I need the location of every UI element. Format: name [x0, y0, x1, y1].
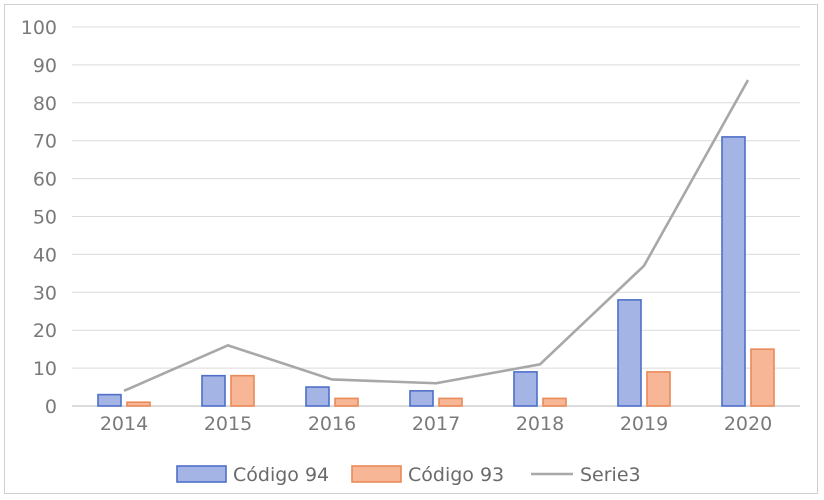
x-tick-label: 2017	[412, 413, 460, 435]
legend: Código 94 Código 93 Serie3	[176, 464, 641, 486]
y-tick-label: 0	[45, 396, 57, 418]
bar-codigo-93-2017	[438, 397, 463, 407]
legend-codigo-93-label: Código 93	[408, 464, 504, 486]
y-axis: 0 10 20 30 40 50 60 70 80 90 100	[21, 17, 57, 418]
y-tick-label: 20	[33, 320, 57, 342]
bar-codigo-94-2016	[305, 386, 330, 407]
y-tick-label: 80	[33, 93, 57, 115]
y-tick-label: 70	[33, 131, 57, 153]
legend-codigo-94-swatch	[176, 465, 227, 483]
y-tick-label: 10	[33, 358, 57, 380]
bar-codigo-93-2014	[126, 401, 151, 407]
legend-serie3-label: Serie3	[580, 464, 641, 486]
y-tick-label: 30	[33, 282, 57, 304]
x-tick-label: 2018	[516, 413, 564, 435]
bar-codigo-94-2014	[97, 393, 122, 407]
x-tick-label: 2015	[204, 413, 252, 435]
bar-codigo-94-2020	[721, 136, 746, 407]
x-axis: 2014 2015 2016 2017 2018 2019 2020	[100, 413, 772, 435]
bars	[97, 136, 775, 407]
legend-codigo-93-swatch	[351, 465, 402, 483]
line-series	[123, 79, 750, 393]
y-tick-label: 40	[33, 244, 57, 266]
chart-frame	[4, 4, 818, 494]
grid	[72, 26, 800, 407]
bar-codigo-93-2018	[542, 397, 567, 407]
bar-codigo-93-2020	[750, 348, 775, 407]
bar-codigo-94-2015	[201, 374, 226, 407]
bar-codigo-94-2017	[409, 390, 434, 407]
x-tick-label: 2019	[620, 413, 668, 435]
x-tick-label: 2020	[724, 413, 772, 435]
y-tick-label: 50	[33, 207, 57, 229]
bar-codigo-94-2018	[513, 371, 538, 407]
y-tick-label: 90	[33, 55, 57, 77]
line-serie3	[123, 79, 750, 393]
y-tick-label: 60	[33, 169, 57, 191]
legend-codigo-94-label: Código 94	[233, 464, 329, 486]
y-tick-label: 100	[21, 17, 57, 39]
x-tick-label: 2014	[100, 413, 148, 435]
x-tick-label: 2016	[308, 413, 356, 435]
bar-codigo-93-2015	[230, 374, 255, 407]
bar-codigo-94-2019	[617, 299, 642, 407]
bar-codigo-93-2019	[646, 371, 671, 407]
bar-codigo-93-2016	[334, 397, 359, 407]
